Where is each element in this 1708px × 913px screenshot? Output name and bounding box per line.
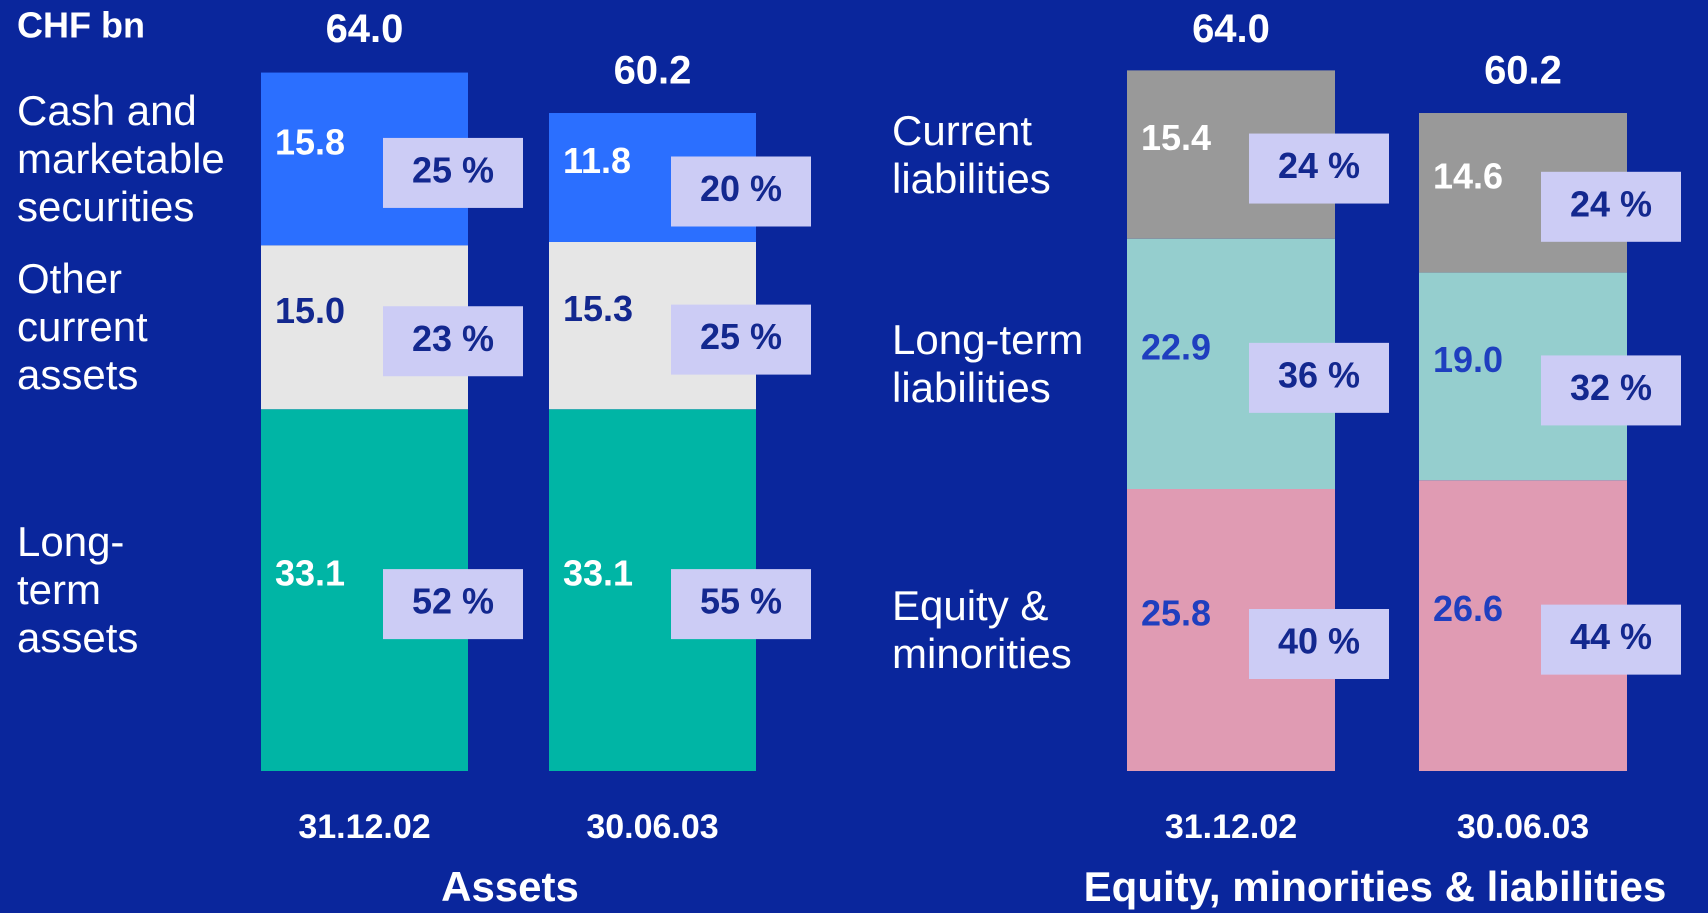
share-label: 32 %	[1570, 367, 1652, 408]
share-box	[1541, 604, 1681, 675]
series-label: Long- term assets	[17, 518, 139, 662]
value-label: 19.0	[1433, 339, 1503, 380]
share-box	[1541, 171, 1681, 242]
total-label: 60.2	[614, 49, 692, 93]
unit-label: CHF bn	[17, 5, 145, 46]
share-box	[383, 306, 523, 377]
share-label: 24 %	[1278, 145, 1360, 186]
share-label: 36 %	[1278, 354, 1360, 395]
x-tick-label: 31.12.02	[1165, 808, 1297, 846]
share-box	[1541, 355, 1681, 426]
share-label: 52 %	[412, 581, 494, 622]
share-box	[1249, 133, 1389, 204]
value-label: 11.8	[563, 140, 631, 181]
value-label: 26.6	[1433, 588, 1503, 629]
value-label: 14.6	[1433, 155, 1503, 196]
value-label: 33.1	[563, 553, 633, 594]
total-label: 64.0	[326, 7, 404, 51]
share-label: 55 %	[700, 581, 782, 622]
share-box	[671, 304, 811, 375]
series-label: Long-term liabilities	[892, 315, 1084, 411]
share-box	[1249, 609, 1389, 680]
share-label: 25 %	[700, 316, 782, 357]
share-box	[671, 569, 811, 640]
share-box	[383, 569, 523, 640]
total-label: 64.0	[1192, 7, 1270, 51]
x-tick-label: 31.12.02	[298, 808, 430, 846]
value-label: 15.3	[563, 288, 633, 329]
series-label: Current liabilities	[892, 106, 1051, 202]
value-label: 15.8	[275, 121, 345, 162]
share-label: 44 %	[1570, 616, 1652, 657]
share-box	[383, 137, 523, 208]
x-tick-label: 30.06.03	[1457, 808, 1589, 846]
value-label: 15.4	[1141, 117, 1211, 158]
value-label: 22.9	[1141, 326, 1211, 367]
total-label: 60.2	[1484, 49, 1562, 93]
chart-title: Equity, minorities & liabilities	[1084, 863, 1667, 910]
value-label: 15.0	[275, 290, 345, 331]
share-label: 23 %	[412, 318, 494, 359]
share-box	[1249, 342, 1389, 413]
chart-title: Assets	[441, 863, 579, 910]
share-box	[671, 156, 811, 227]
share-label: 25 %	[412, 149, 494, 190]
share-label: 40 %	[1278, 621, 1360, 662]
share-label: 24 %	[1570, 183, 1652, 224]
value-label: 33.1	[275, 553, 345, 594]
series-label: Cash and marketable securities	[17, 86, 225, 230]
x-tick-label: 30.06.03	[586, 808, 718, 846]
value-label: 25.8	[1141, 593, 1211, 634]
share-label: 20 %	[700, 168, 782, 209]
series-label: Other current assets	[17, 255, 148, 399]
series-label: Equity & minorities	[892, 582, 1072, 677]
